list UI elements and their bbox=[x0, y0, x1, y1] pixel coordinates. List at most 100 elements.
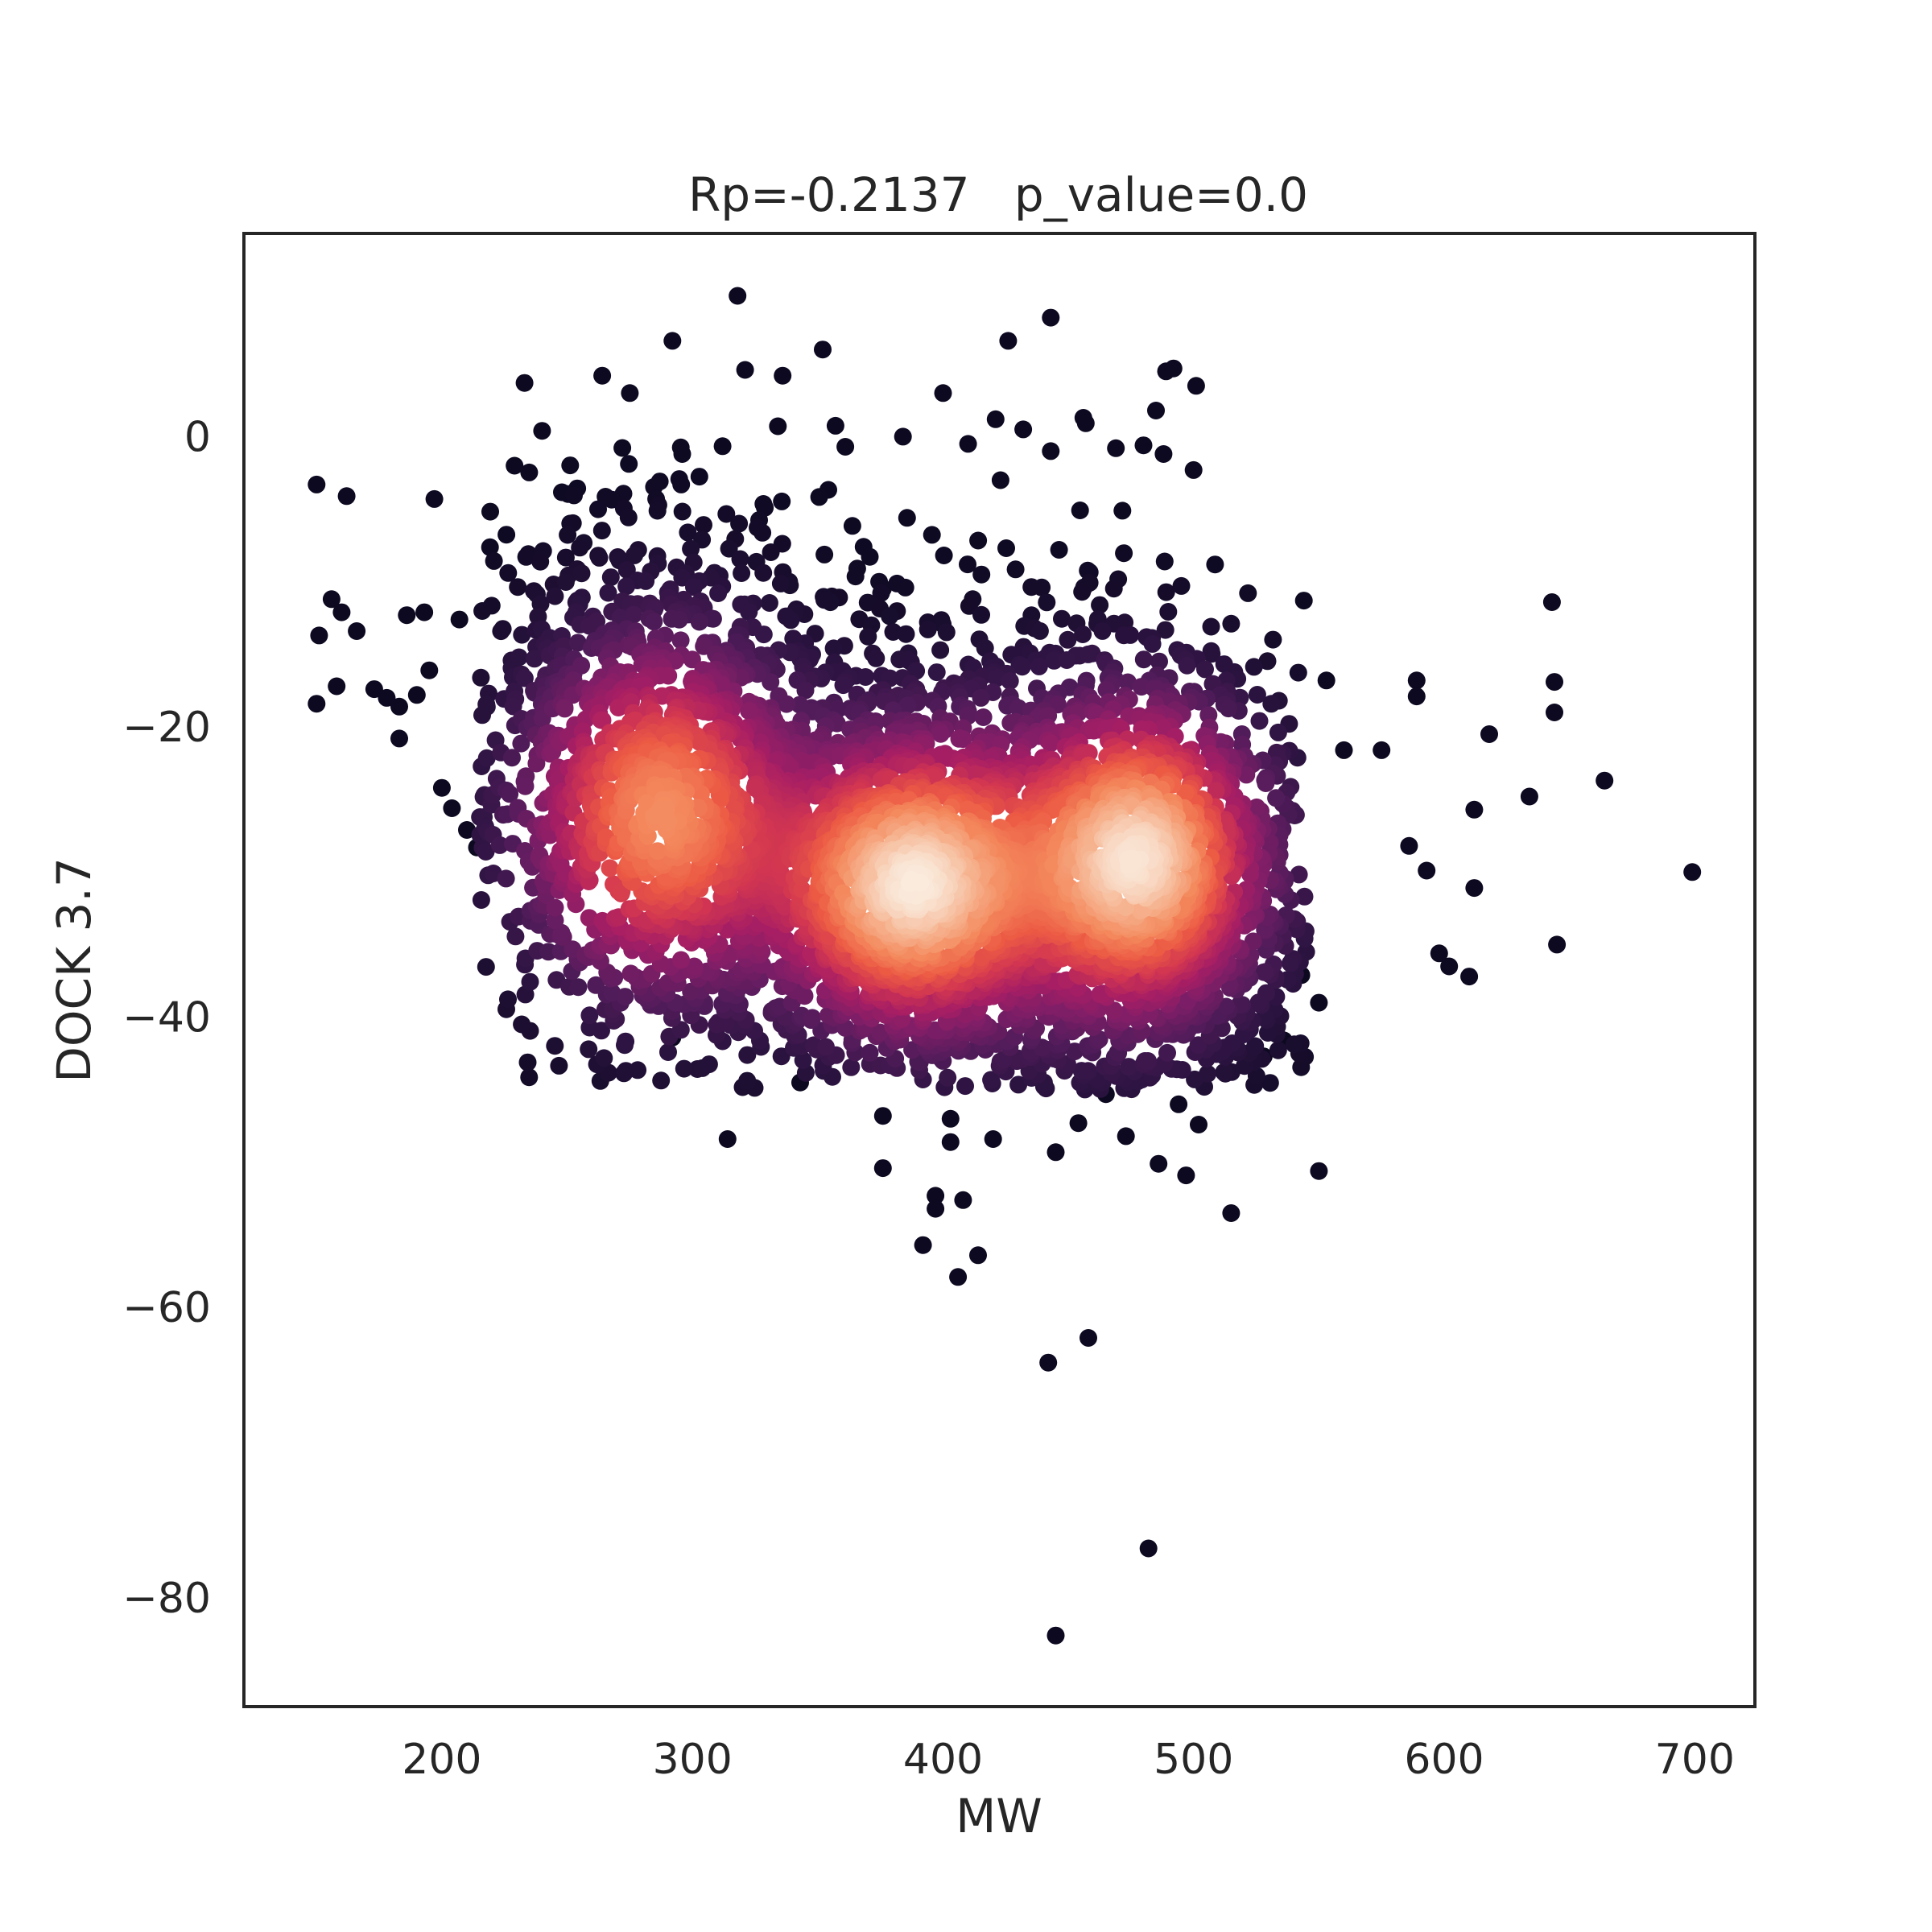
scatter-point bbox=[1215, 1063, 1233, 1081]
scatter-point bbox=[1170, 1095, 1188, 1113]
scatter-point bbox=[481, 538, 499, 556]
scatter-point bbox=[923, 526, 941, 544]
scatter-point bbox=[1407, 671, 1426, 690]
x-tick-label: 300 bbox=[653, 1736, 733, 1784]
scatter-point bbox=[729, 287, 747, 305]
scatter-point bbox=[738, 1071, 757, 1090]
scatter-point bbox=[1104, 1001, 1123, 1020]
scatter-point bbox=[625, 546, 643, 564]
scatter-point bbox=[720, 539, 738, 558]
scatter-point bbox=[1683, 863, 1702, 881]
scatter-point bbox=[1548, 935, 1567, 954]
scatter-point bbox=[1009, 1075, 1028, 1094]
scatter-point bbox=[499, 990, 517, 1009]
scatter-point bbox=[515, 374, 534, 392]
scatter-point bbox=[546, 898, 564, 917]
scatter-point bbox=[1177, 1166, 1195, 1185]
scatter-point bbox=[601, 568, 620, 587]
scatter-point bbox=[559, 526, 577, 544]
scatter-point bbox=[872, 584, 890, 602]
scatter-point bbox=[760, 594, 778, 612]
scatter-point bbox=[561, 456, 580, 475]
scatter-point bbox=[580, 617, 599, 635]
scatter-point bbox=[772, 1047, 791, 1066]
scatter-point bbox=[718, 1130, 737, 1148]
scatter-point bbox=[527, 754, 546, 773]
scatter-point bbox=[590, 548, 609, 567]
scatter-point bbox=[493, 620, 512, 638]
scatter-points bbox=[308, 287, 1702, 1645]
scatter-point bbox=[1073, 583, 1092, 601]
scatter-point bbox=[619, 508, 638, 526]
scatter-point bbox=[1093, 621, 1112, 640]
scatter-point bbox=[1115, 626, 1133, 645]
scatter-point bbox=[458, 821, 476, 839]
scatter-point bbox=[550, 1056, 568, 1075]
scatter-point bbox=[407, 686, 426, 704]
scatter-point bbox=[1150, 1154, 1168, 1173]
y-tick-label: −40 bbox=[122, 994, 211, 1042]
scatter-point bbox=[308, 475, 326, 493]
scatter-point bbox=[974, 708, 993, 726]
scatter-point bbox=[516, 777, 535, 795]
scatter-point bbox=[1033, 578, 1051, 597]
scatter-point bbox=[1147, 402, 1165, 419]
scatter-point bbox=[797, 754, 815, 772]
scatter-point bbox=[595, 1049, 613, 1067]
scatter-point bbox=[1178, 656, 1196, 675]
scatter-point bbox=[556, 548, 575, 567]
scatter-point bbox=[740, 702, 758, 720]
scatter-point bbox=[589, 500, 607, 518]
scatter-point bbox=[378, 688, 396, 707]
scatter-point bbox=[690, 613, 708, 631]
scatter-point bbox=[842, 1058, 861, 1076]
scatter-point bbox=[425, 489, 444, 508]
scatter-point bbox=[1119, 673, 1137, 691]
scatter-point bbox=[1546, 704, 1563, 721]
scatter-point bbox=[1158, 1043, 1176, 1062]
scatter-point bbox=[1202, 617, 1220, 636]
scatter-point bbox=[931, 724, 950, 743]
scatter-point bbox=[826, 416, 844, 435]
scatter-point bbox=[713, 437, 732, 456]
scatter-point bbox=[1053, 609, 1071, 628]
scatter-point bbox=[601, 859, 619, 877]
scatter-point bbox=[663, 332, 682, 350]
scatter-point bbox=[651, 800, 670, 819]
scatter-point bbox=[695, 516, 712, 535]
scatter-point bbox=[796, 681, 815, 700]
scatter-point bbox=[1136, 1052, 1154, 1070]
scatter-point bbox=[477, 698, 496, 716]
scatter-point bbox=[709, 584, 728, 602]
scatter-point bbox=[450, 610, 469, 629]
scatter-point bbox=[1190, 1116, 1208, 1133]
scatter-point bbox=[700, 1055, 718, 1074]
scatter-point bbox=[565, 486, 583, 505]
scatter-point bbox=[1217, 997, 1236, 1016]
scatter-point bbox=[896, 578, 914, 597]
scatter-point bbox=[1546, 673, 1563, 691]
scatter-point bbox=[556, 573, 575, 591]
scatter-point bbox=[520, 463, 539, 481]
scatter-point bbox=[648, 502, 667, 520]
x-axis-ticks: 200 300 400 500 600 700 bbox=[402, 1736, 1735, 1784]
scatter-point bbox=[1001, 672, 1019, 690]
scatter-point bbox=[711, 790, 729, 808]
scatter-point bbox=[1045, 651, 1063, 670]
scatter-point bbox=[1203, 645, 1221, 663]
scatter-point bbox=[731, 550, 749, 568]
scatter-point bbox=[1407, 687, 1426, 706]
scatter-point bbox=[1059, 630, 1077, 649]
scatter-point bbox=[1139, 1539, 1158, 1558]
scatter-point bbox=[1542, 593, 1561, 611]
scatter-point bbox=[959, 435, 977, 453]
scatter-point bbox=[1156, 621, 1174, 639]
scatter-point bbox=[1091, 596, 1109, 614]
scatter-point bbox=[1400, 836, 1418, 855]
x-tick-label: 500 bbox=[1154, 1736, 1233, 1784]
scatter-point bbox=[1117, 1127, 1135, 1146]
scatter-point bbox=[682, 539, 700, 558]
scatter-point bbox=[328, 677, 346, 696]
scatter-point bbox=[672, 475, 691, 493]
